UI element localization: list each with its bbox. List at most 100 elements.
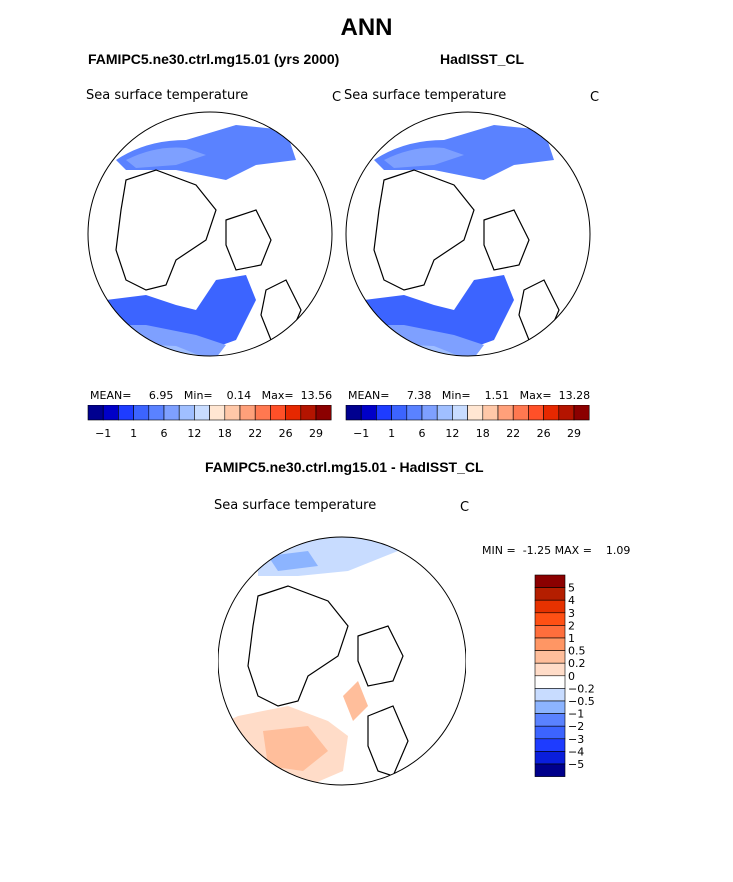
colorbar-swatch: [534, 675, 566, 689]
colorbar-level-label: 0: [568, 670, 575, 683]
units-label-obs: C: [590, 90, 600, 105]
colorbar-swatch: [315, 405, 332, 421]
colorbar-swatch: [163, 405, 180, 421]
colorbar-swatch: [178, 405, 195, 421]
colorbar-swatch: [270, 405, 286, 421]
colorbar-swatch: [534, 662, 566, 677]
stats-diff: MIN = -1.25 MAX = 1.09: [482, 544, 631, 557]
colorbar-swatch: [148, 405, 165, 421]
colorbar-swatch: [573, 405, 590, 421]
colorbar-swatch: [534, 587, 566, 601]
colorbar-swatch: [421, 405, 438, 421]
colorbar-tick-label: 18: [218, 427, 232, 440]
polar-map-diff: [218, 536, 466, 786]
sst-pacific-shade: [116, 125, 296, 180]
colorbar-swatch: [452, 405, 468, 421]
colorbar-swatch: [239, 405, 256, 421]
colorbar-level-label: −4: [568, 745, 584, 758]
colorbar-swatch: [534, 599, 566, 614]
colorbar-swatch: [534, 625, 566, 639]
colorbar-swatch: [558, 405, 575, 421]
colorbar-tick-label: 12: [187, 427, 201, 440]
colorbar-swatch: [534, 688, 566, 702]
colorbar-level-label: −1: [568, 708, 584, 721]
colorbar-level-label: −0.5: [568, 695, 594, 708]
colorbar-swatch: [512, 405, 529, 421]
colorbar-tick-label: 22: [248, 427, 262, 440]
colorbar-level-label: 0.2: [568, 657, 586, 670]
colorbar-swatch: [528, 405, 544, 421]
colorbar-swatch: [102, 405, 119, 421]
stats-model: MEAN= 6.95 Min= 0.14 Max= 13.56: [90, 389, 333, 402]
colorbar-swatch: [87, 405, 104, 421]
colorbar-swatch: [534, 612, 566, 626]
colorbar-swatch: [391, 405, 408, 421]
colorbar-swatch: [482, 405, 499, 421]
colorbar-level-label: −5: [568, 758, 584, 771]
units-label-diff: C: [460, 500, 470, 515]
colorbar-model: −1 1 6 12 18 22 26 29: [87, 405, 332, 440]
panel-title-model: FAMIPC5.ne30.ctrl.mg15.01 (yrs 2000): [88, 51, 340, 67]
colorbar-swatch: [300, 405, 317, 421]
colorbar-tick-label: −1: [95, 427, 111, 440]
polar-map-model: [87, 111, 333, 357]
colorbar-tick-label: 18: [476, 427, 490, 440]
colorbar-level-label: −2: [568, 720, 584, 733]
units-label-model: C: [332, 90, 342, 105]
colorbar-level-label: 2: [568, 619, 575, 632]
colorbar-swatch: [534, 637, 566, 651]
colorbar-swatch: [254, 405, 271, 421]
colorbar-swatch: [534, 738, 566, 752]
colorbar-tick-label: 6: [161, 427, 168, 440]
colorbar-swatch: [376, 405, 392, 421]
main-title: ANN: [340, 14, 393, 41]
colorbar-level-label: −3: [568, 733, 584, 746]
panel-title-diff: FAMIPC5.ne30.ctrl.mg15.01 - HadISST_CL: [205, 459, 484, 475]
colorbar-level-label: 4: [568, 594, 575, 607]
colorbar-swatch: [497, 405, 514, 421]
colorbar-tick-label: 22: [506, 427, 520, 440]
colorbar-tick-label: 26: [279, 427, 293, 440]
colorbar-swatch: [406, 405, 423, 421]
variable-label-obs: Sea surface temperature: [344, 88, 507, 103]
colorbar-swatch: [534, 751, 566, 765]
colorbar-tick-label: 12: [445, 427, 459, 440]
colorbar-swatch: [360, 405, 377, 421]
colorbar-swatch: [543, 405, 560, 421]
sst-pacific-shade: [374, 125, 554, 180]
colorbar-swatch: [209, 405, 226, 421]
variable-label-diff: Sea surface temperature: [214, 498, 377, 513]
colorbar-level-label: 0.5: [568, 645, 586, 658]
colorbar-swatch: [534, 650, 566, 664]
colorbar-level-label: 3: [568, 607, 575, 620]
colorbar-swatch: [534, 763, 566, 777]
colorbar-swatch: [534, 700, 566, 714]
colorbar-swatch: [534, 574, 566, 588]
colorbar-swatch: [194, 405, 210, 421]
colorbar-swatch: [534, 725, 566, 740]
colorbar-obs: −1 1 6 12 18 22 26 29: [345, 405, 590, 440]
colorbar-tick-label: 6: [419, 427, 426, 440]
colorbar-tick-label: 29: [567, 427, 581, 440]
variable-label-model: Sea surface temperature: [86, 88, 249, 103]
colorbar-swatch: [285, 405, 302, 421]
colorbar-swatch: [224, 405, 241, 421]
colorbar-tick-label: 29: [309, 427, 323, 440]
colorbar-swatch: [436, 405, 453, 421]
colorbar-level-label: 1: [568, 632, 575, 645]
colorbar-swatch: [534, 713, 566, 727]
colorbar-swatch: [345, 405, 362, 421]
colorbar-tick-label: 1: [130, 427, 137, 440]
polar-map-obs: [345, 111, 591, 357]
colorbar-tick-label: −1: [353, 427, 369, 440]
colorbar-swatch: [467, 405, 484, 421]
colorbar-swatch: [118, 405, 134, 421]
colorbar-tick-label: 1: [388, 427, 395, 440]
colorbar-level-label: 5: [568, 582, 575, 595]
colorbar-level-label: −0.2: [568, 682, 594, 695]
colorbar-swatch: [133, 405, 150, 421]
panel-title-obs: HadISST_CL: [440, 51, 525, 67]
stats-obs: MEAN= 7.38 Min= 1.51 Max= 13.28: [348, 389, 591, 402]
colorbar-tick-label: 26: [537, 427, 551, 440]
